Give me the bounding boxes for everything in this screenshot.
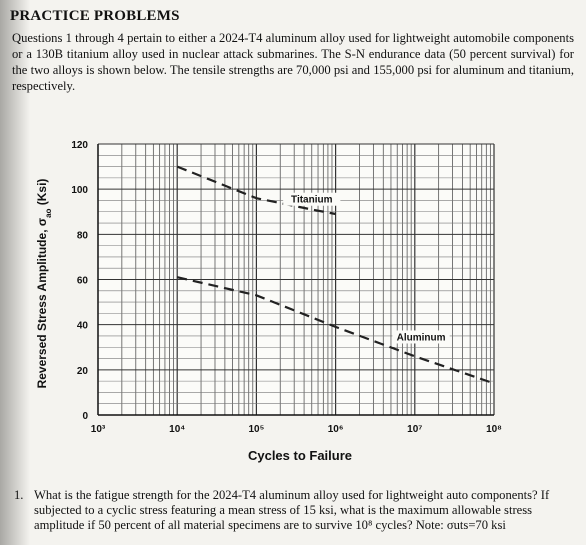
x-tick-label: 10⁷ <box>407 424 422 435</box>
question-number: 1. <box>14 488 24 502</box>
x-tick-label: 10⁸ <box>486 424 502 435</box>
x-tick-label: 10³ <box>91 424 106 435</box>
x-axis-title: Cycles to Failure <box>248 448 352 463</box>
series-line-aluminum <box>176 276 495 385</box>
intro-paragraph: Questions 1 through 4 pertain to either … <box>12 31 574 93</box>
chart-axes <box>97 144 494 416</box>
question-text: What is the fatigue strength for the 202… <box>34 488 550 532</box>
y-tick-label: 120 <box>71 140 88 151</box>
chart-labels: 0 20 40 60 80 100 120 10³ 10⁴ 10⁵ 10⁶ 10⁷ 10⁸ Cycles … <box>35 140 502 463</box>
y-tick-label: 100 <box>71 185 88 196</box>
x-tick-label: 10⁶ <box>328 424 344 435</box>
series-label-background <box>283 192 341 206</box>
y-tick-label: 0 <box>82 411 88 422</box>
series-label: Titanium <box>291 195 333 206</box>
y-tick-label: 80 <box>77 230 89 241</box>
series-label: Aluminum <box>397 332 446 343</box>
page-edge-shadow <box>0 0 30 545</box>
y-axis-title: Reversed Stress Amplitude, σao (Ksi) <box>35 179 53 389</box>
sn-chart: 0 20 40 60 80 100 120 10³ 10⁴ 10⁵ 10⁶ 10⁷ 10⁸ Cycles … <box>35 140 502 463</box>
x-tick-label: 10⁴ <box>169 424 185 435</box>
series-label-background <box>392 330 450 344</box>
x-tick-label: 10⁵ <box>248 424 264 435</box>
section-heading: PRACTICE PROBLEMS <box>10 8 180 24</box>
y-tick-label: 60 <box>77 276 89 287</box>
y-tick-label: 20 <box>77 366 89 377</box>
chart-grid <box>97 143 495 416</box>
y-tick-label: 40 <box>77 321 89 332</box>
